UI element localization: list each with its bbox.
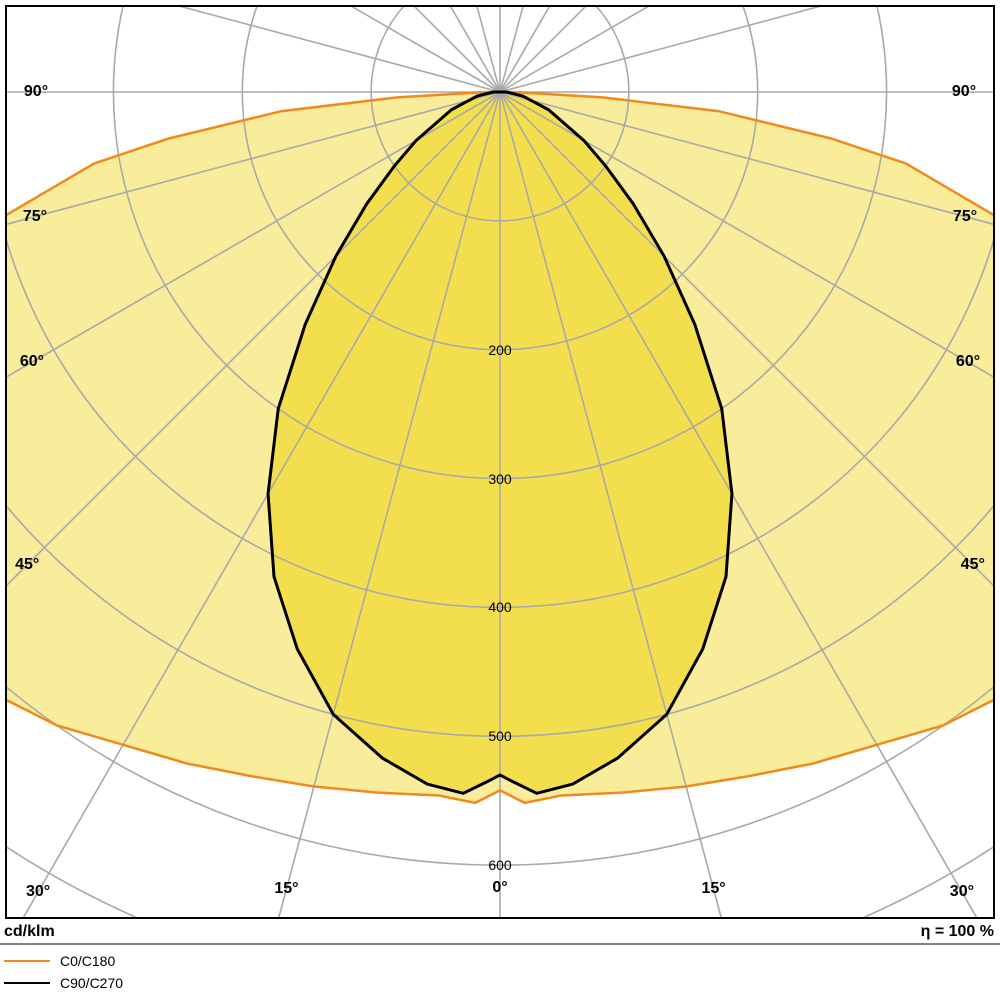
eta-label: η = 100 % (921, 923, 994, 941)
angle-label: 15° (701, 880, 725, 898)
legend-item: C90/C270 (4, 972, 123, 994)
radial-tick-label: 600 (488, 857, 511, 873)
angle-label: 15° (274, 880, 298, 898)
angle-label: 30° (950, 883, 974, 901)
angle-label: 90° (24, 83, 48, 101)
legend-swatch-c0 (4, 960, 50, 962)
radial-tick-label: 300 (488, 471, 511, 487)
legend-label: C0/C180 (60, 953, 115, 969)
chart-svg (0, 0, 1000, 1000)
legend-swatch-c90 (4, 982, 50, 984)
angle-label: 45° (961, 556, 985, 574)
angle-label: 75° (23, 208, 47, 226)
legend: C0/C180 C90/C270 (4, 950, 123, 994)
radial-tick-label: 500 (488, 728, 511, 744)
radial-tick-label: 200 (488, 342, 511, 358)
angle-label: 45° (15, 556, 39, 574)
angle-label: 0° (492, 879, 507, 897)
unit-label: cd/klm (4, 923, 55, 941)
legend-item: C0/C180 (4, 950, 123, 972)
radial-tick-label: 400 (488, 599, 511, 615)
angle-label: 60° (20, 353, 44, 371)
polar-chart: cd/klm η = 100 % C0/C180 C90/C270 200 300… (0, 0, 1000, 1000)
legend-label: C90/C270 (60, 975, 123, 991)
angle-label: 60° (956, 353, 980, 371)
angle-label: 90° (952, 83, 976, 101)
angle-label: 30° (26, 883, 50, 901)
angle-label: 75° (953, 208, 977, 226)
